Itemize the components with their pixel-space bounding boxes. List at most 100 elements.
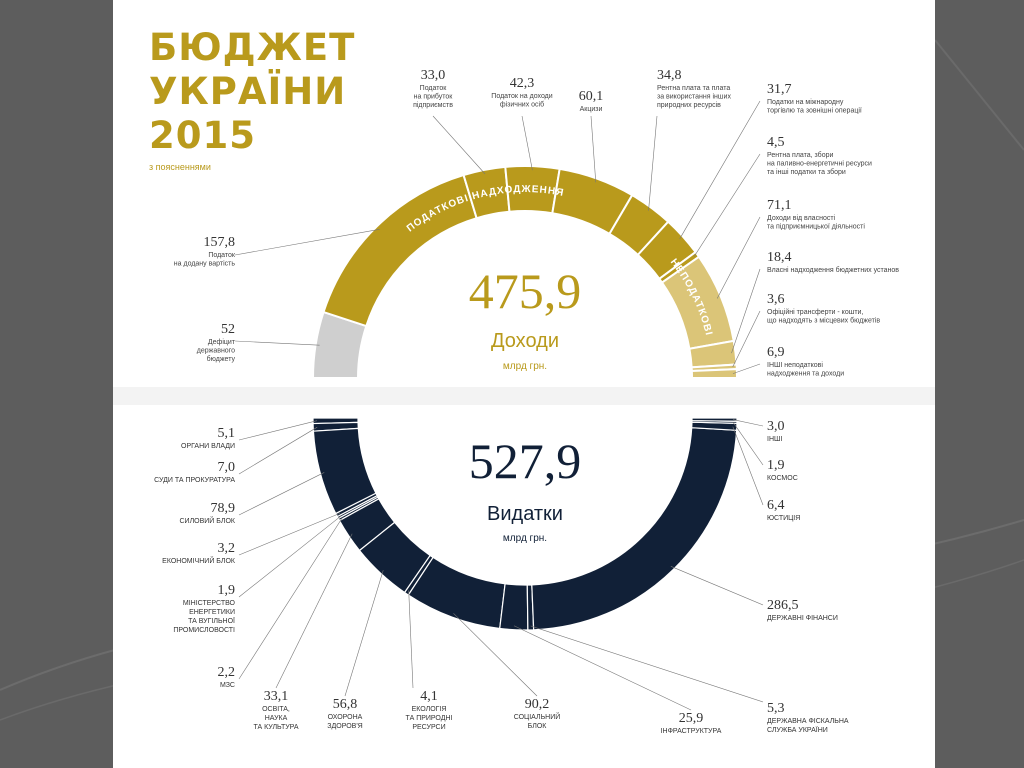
- income-label-5-2: природних ресурсів: [657, 101, 721, 109]
- income-leader-3: [521, 115, 533, 171]
- expense-leader-13: [732, 426, 764, 506]
- expense-leader-7: [344, 570, 384, 697]
- income-label-0-2: бюджету: [207, 355, 236, 363]
- expense-label-11-1: СЛУЖБА УКРАЇНИ: [767, 726, 828, 734]
- expense-label-5-0: МЗС: [220, 682, 235, 689]
- income-label-10-1: що надходять з місцевих бюджетів: [767, 317, 880, 325]
- expense-label-10-0: ІНФРАСТРУКТУРА: [661, 728, 722, 735]
- expense-value-11: 5,3: [767, 701, 785, 716]
- income-label-8-1: та підприємницької діяльності: [767, 223, 865, 231]
- expense-value-15: 3,0: [767, 419, 785, 434]
- expense-label-3-0: ЕКОНОМІЧНИЙ БЛОК: [162, 556, 236, 565]
- expense-value-9: 90,2: [525, 697, 550, 712]
- income-leader-9: [731, 268, 761, 354]
- chart-divider: [113, 387, 935, 405]
- income-label-5-1: за використання інших: [657, 93, 731, 101]
- expense-label-7-0: ОХОРОНА: [328, 714, 363, 721]
- expense-label-4-3: ПРОМИСЛОВОСТІ: [173, 627, 235, 634]
- income-label-0-1: державного: [197, 348, 235, 355]
- expense-label-4-1: ЕНЕРГЕТИКИ: [189, 609, 235, 616]
- expense-label-12-0: ДЕРЖАВНІ ФІНАНСИ: [767, 615, 838, 622]
- expense-label-6-0: ОСВІТА,: [262, 706, 290, 713]
- income-value-4: 60,1: [579, 89, 604, 104]
- expense-label-2-0: СИЛОВИЙ БЛОК: [179, 516, 235, 525]
- expense-value-7: 56,8: [333, 697, 358, 712]
- expense-leader-10: [513, 625, 692, 711]
- income-value-10: 3,6: [767, 292, 785, 307]
- expense-label-4-0: МІНІСТЕРСТВО: [183, 600, 236, 607]
- expense-value-5: 2,2: [218, 665, 236, 680]
- expense-label-8-0: ЕКОЛОГІЯ: [412, 706, 447, 713]
- income-leader-10: [732, 310, 761, 368]
- income-label-1-0: Податок: [208, 252, 236, 259]
- expense-label-8-2: РЕСУРСИ: [412, 724, 445, 731]
- expense-leader-11: [530, 625, 764, 703]
- expense-total-label: Видатки: [487, 503, 563, 525]
- expense-slice-10: [499, 583, 529, 631]
- budget-infographic: БЮДЖЕТ УКРАЇНИ 2015 з поясненнями ПОДАТК…: [113, 0, 935, 768]
- expense-leader-15: [732, 419, 764, 427]
- income-leader-4: [590, 115, 597, 183]
- expense-label-13-0: ЮСТИЦІЯ: [767, 515, 800, 522]
- income-value-9: 18,4: [767, 250, 792, 265]
- income-unit: млрд грн.: [503, 361, 547, 372]
- income-label-10-0: Офіційні трансферти - кошти,: [767, 308, 863, 316]
- expense-leader-3: [238, 512, 341, 556]
- expense-label-14-0: КОСМОС: [767, 475, 798, 482]
- income-label-1-1: на додану вартість: [174, 260, 236, 268]
- income-leader-5: [648, 115, 658, 211]
- expense-leader-2: [238, 472, 325, 516]
- income-label-9-0: Власні надходження бюджетних установ: [767, 266, 899, 274]
- expense-leader-4: [238, 515, 342, 598]
- income-leader-11: [732, 363, 761, 374]
- expense-label-6-1: НАУКА: [265, 715, 288, 722]
- expense-label-1-0: СУДИ ТА ПРОКУРАТУРА: [154, 477, 235, 484]
- expense-leader-14: [732, 422, 764, 466]
- title-line-3: 2015: [149, 114, 256, 157]
- income-label-2-0: Податок: [420, 85, 448, 92]
- title-line-2: УКРАЇНИ: [149, 70, 347, 113]
- expense-value-0: 5,1: [218, 426, 236, 441]
- income-value-0: 52: [221, 322, 235, 337]
- expense-total: 527,9: [469, 433, 582, 489]
- expense-value-8: 4,1: [420, 689, 438, 704]
- expense-label-15-0: ІНШІ: [767, 436, 782, 443]
- expense-label-0-0: ОРГАНИ ВЛАДИ: [181, 443, 235, 450]
- expense-value-3: 3,2: [218, 541, 236, 556]
- income-leader-7: [693, 153, 761, 257]
- expense-leader-5: [238, 517, 343, 680]
- income-leader-8: [716, 216, 761, 299]
- income-label-6-0: Податки на міжнародну: [767, 98, 844, 106]
- expense-value-2: 78,9: [211, 501, 236, 516]
- expense-value-6: 33,1: [264, 689, 289, 704]
- income-label-2-1: на прибуток: [414, 93, 454, 101]
- income-value-3: 42,3: [510, 76, 535, 91]
- income-label-7-0: Рентна плата, збори: [767, 151, 833, 159]
- expense-leader-1: [238, 426, 318, 475]
- income-leader-2: [432, 115, 486, 175]
- income-value-7: 4,5: [767, 135, 785, 150]
- expense-value-10: 25,9: [679, 711, 704, 726]
- income-label-3-0: Податок на доходи: [491, 93, 552, 100]
- expense-leader-6: [275, 533, 353, 689]
- income-label-4-0: Акцизи: [580, 106, 603, 113]
- title-line-1: БЮДЖЕТ: [149, 26, 356, 69]
- budget-charts: ПОДАТКОВІ НАДХОДЖЕННЯНЕПОДАТКОВІ475,9Дох…: [113, 68, 935, 735]
- income-total-label: Доходи: [491, 330, 559, 352]
- subtitle: з поясненнями: [149, 162, 211, 172]
- income-value-11: 6,9: [767, 345, 785, 360]
- expense-value-14: 1,9: [767, 458, 785, 473]
- income-value-1: 157,8: [204, 235, 236, 250]
- expense-leader-9: [453, 613, 538, 697]
- expense-leader-8: [408, 590, 414, 689]
- expense-leader-0: [238, 420, 318, 441]
- income-label-11-0: ІНШІ неподаткові: [767, 361, 823, 369]
- income-label-8-0: Доходи від власності: [767, 214, 836, 222]
- income-value-2: 33,0: [421, 68, 446, 83]
- expense-label-4-2: ТА ВУГІЛЬНОЇ: [188, 617, 235, 625]
- expense-leader-12: [670, 566, 764, 606]
- expense-value-12: 286,5: [767, 598, 799, 613]
- income-leader-1: [234, 228, 380, 256]
- income-label-7-2: та інші податки та збори: [767, 168, 846, 176]
- income-label-6-1: торгівлю та зовнішні операції: [767, 107, 862, 115]
